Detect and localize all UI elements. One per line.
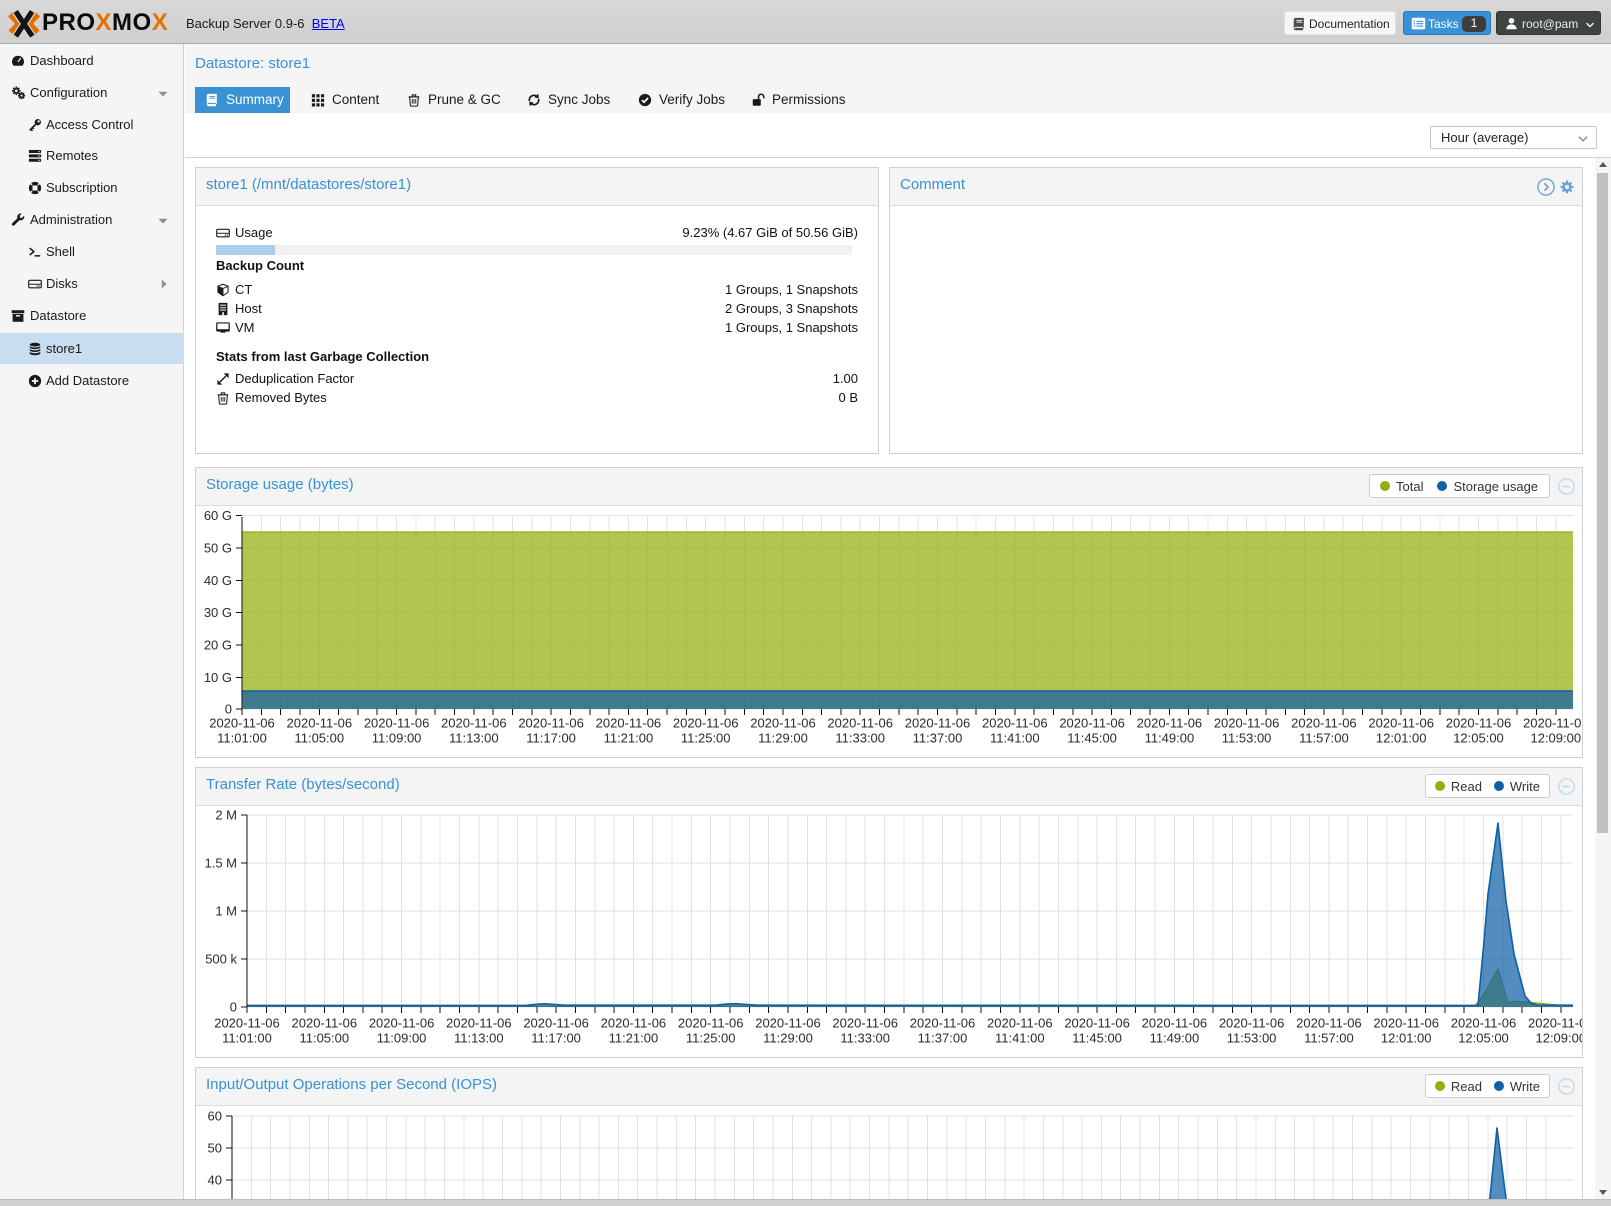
svg-text:11:01:00: 11:01:00 bbox=[217, 731, 267, 746]
svg-text:2020-11-06: 2020-11-06 bbox=[905, 716, 971, 731]
svg-text:2020-11-06: 2020-11-06 bbox=[678, 1016, 744, 1031]
svg-text:11:01:00: 11:01:00 bbox=[222, 1031, 272, 1046]
svg-text:12:01:00: 12:01:00 bbox=[1381, 1031, 1432, 1046]
svg-text:2020-11-06: 2020-11-06 bbox=[1219, 1016, 1285, 1031]
svg-text:2020-11-06: 2020-11-06 bbox=[982, 716, 1048, 731]
svg-text:60: 60 bbox=[208, 1109, 222, 1124]
svg-text:500 k: 500 k bbox=[205, 952, 237, 967]
svg-text:11:41:00: 11:41:00 bbox=[990, 731, 1040, 746]
svg-text:11:09:00: 11:09:00 bbox=[372, 731, 422, 746]
svg-text:12:05:00: 12:05:00 bbox=[1458, 1031, 1509, 1046]
svg-text:11:49:00: 11:49:00 bbox=[1150, 1031, 1200, 1046]
svg-text:12:05:00: 12:05:00 bbox=[1453, 731, 1504, 746]
svg-text:12:01:00: 12:01:00 bbox=[1376, 731, 1427, 746]
svg-text:0: 0 bbox=[225, 702, 232, 717]
svg-text:11:17:00: 11:17:00 bbox=[526, 731, 576, 746]
svg-text:11:25:00: 11:25:00 bbox=[681, 731, 731, 746]
svg-text:2020-11-06: 2020-11-06 bbox=[441, 716, 507, 731]
svg-text:2020-11-06: 2020-11-06 bbox=[750, 716, 816, 731]
svg-text:11:45:00: 11:45:00 bbox=[1072, 1031, 1122, 1046]
svg-text:10 G: 10 G bbox=[204, 670, 232, 685]
svg-text:2020-11-06: 2020-11-06 bbox=[832, 1016, 898, 1031]
svg-text:11:05:00: 11:05:00 bbox=[294, 731, 344, 746]
svg-text:2020-11-06: 2020-11-06 bbox=[596, 716, 662, 731]
svg-text:2020-11-06: 2020-11-06 bbox=[369, 1016, 435, 1031]
svg-text:1.5 M: 1.5 M bbox=[204, 856, 237, 871]
svg-text:11:33:00: 11:33:00 bbox=[835, 731, 885, 746]
svg-text:60 G: 60 G bbox=[204, 508, 232, 523]
svg-text:2020-11-06: 2020-11-06 bbox=[1368, 716, 1434, 731]
svg-text:11:25:00: 11:25:00 bbox=[686, 1031, 736, 1046]
svg-text:11:53:00: 11:53:00 bbox=[1227, 1031, 1277, 1046]
svg-text:11:29:00: 11:29:00 bbox=[758, 731, 808, 746]
svg-text:2020-11-06: 2020-11-06 bbox=[446, 1016, 512, 1031]
svg-text:40 G: 40 G bbox=[204, 573, 232, 588]
svg-text:2 M: 2 M bbox=[215, 808, 237, 823]
svg-text:11:41:00: 11:41:00 bbox=[995, 1031, 1045, 1046]
svg-text:2020-11-06: 2020-11-06 bbox=[1291, 716, 1357, 731]
svg-text:2020-11-06: 2020-11-06 bbox=[1059, 716, 1125, 731]
svg-text:2020-11-06: 2020-11-06 bbox=[1446, 716, 1512, 731]
svg-text:12:09:00: 12:09:00 bbox=[1530, 731, 1581, 746]
svg-text:2020-11-06: 2020-11-06 bbox=[827, 716, 893, 731]
svg-text:1 M: 1 M bbox=[215, 904, 237, 919]
svg-text:11:53:00: 11:53:00 bbox=[1222, 731, 1272, 746]
svg-text:11:37:00: 11:37:00 bbox=[913, 731, 963, 746]
svg-text:11:29:00: 11:29:00 bbox=[763, 1031, 813, 1046]
svg-text:2020-11-06: 2020-11-06 bbox=[1137, 716, 1203, 731]
svg-text:50 G: 50 G bbox=[204, 541, 232, 556]
svg-text:2020-11-06: 2020-11-06 bbox=[1523, 716, 1582, 731]
svg-text:2020-11-06: 2020-11-06 bbox=[1451, 1016, 1517, 1031]
svg-text:11:21:00: 11:21:00 bbox=[604, 731, 654, 746]
svg-text:11:17:00: 11:17:00 bbox=[531, 1031, 581, 1046]
svg-text:11:57:00: 11:57:00 bbox=[1304, 1031, 1354, 1046]
svg-text:2020-11-06: 2020-11-06 bbox=[1373, 1016, 1439, 1031]
svg-text:12:09:00: 12:09:00 bbox=[1535, 1031, 1582, 1046]
svg-text:11:37:00: 11:37:00 bbox=[918, 1031, 968, 1046]
svg-text:2020-11-06: 2020-11-06 bbox=[1064, 1016, 1130, 1031]
svg-text:2020-11-06: 2020-11-06 bbox=[1214, 716, 1280, 731]
svg-text:20 G: 20 G bbox=[204, 638, 232, 653]
svg-text:2020-11-06: 2020-11-06 bbox=[910, 1016, 976, 1031]
svg-text:2020-11-06: 2020-11-06 bbox=[364, 716, 430, 731]
svg-text:2020-11-06: 2020-11-06 bbox=[523, 1016, 589, 1031]
svg-text:50: 50 bbox=[208, 1141, 222, 1156]
svg-text:2020-11-06: 2020-11-06 bbox=[1142, 1016, 1208, 1031]
svg-text:2020-11-06: 2020-11-06 bbox=[214, 1016, 280, 1031]
svg-text:11:21:00: 11:21:00 bbox=[609, 1031, 659, 1046]
svg-text:2020-11-06: 2020-11-06 bbox=[209, 716, 275, 731]
svg-text:2020-11-06: 2020-11-06 bbox=[673, 716, 739, 731]
svg-text:2020-11-06: 2020-11-06 bbox=[518, 716, 584, 731]
svg-text:11:33:00: 11:33:00 bbox=[840, 1031, 890, 1046]
svg-text:0: 0 bbox=[230, 1000, 237, 1015]
svg-text:2020-11-06: 2020-11-06 bbox=[601, 1016, 667, 1031]
svg-text:11:49:00: 11:49:00 bbox=[1145, 731, 1195, 746]
svg-text:11:57:00: 11:57:00 bbox=[1299, 731, 1349, 746]
svg-text:11:13:00: 11:13:00 bbox=[454, 1031, 504, 1046]
svg-text:40: 40 bbox=[208, 1173, 222, 1188]
svg-text:11:05:00: 11:05:00 bbox=[299, 1031, 349, 1046]
svg-text:2020-11-06: 2020-11-06 bbox=[1296, 1016, 1362, 1031]
svg-text:2020-11-06: 2020-11-06 bbox=[987, 1016, 1053, 1031]
svg-text:2020-11-06: 2020-11-06 bbox=[287, 716, 353, 731]
svg-text:2020-11-06: 2020-11-06 bbox=[1528, 1016, 1582, 1031]
svg-text:2020-11-06: 2020-11-06 bbox=[292, 1016, 358, 1031]
svg-text:30 G: 30 G bbox=[204, 605, 232, 620]
svg-text:11:45:00: 11:45:00 bbox=[1067, 731, 1117, 746]
svg-text:2020-11-06: 2020-11-06 bbox=[755, 1016, 821, 1031]
svg-text:11:13:00: 11:13:00 bbox=[449, 731, 499, 746]
svg-text:11:09:00: 11:09:00 bbox=[377, 1031, 427, 1046]
